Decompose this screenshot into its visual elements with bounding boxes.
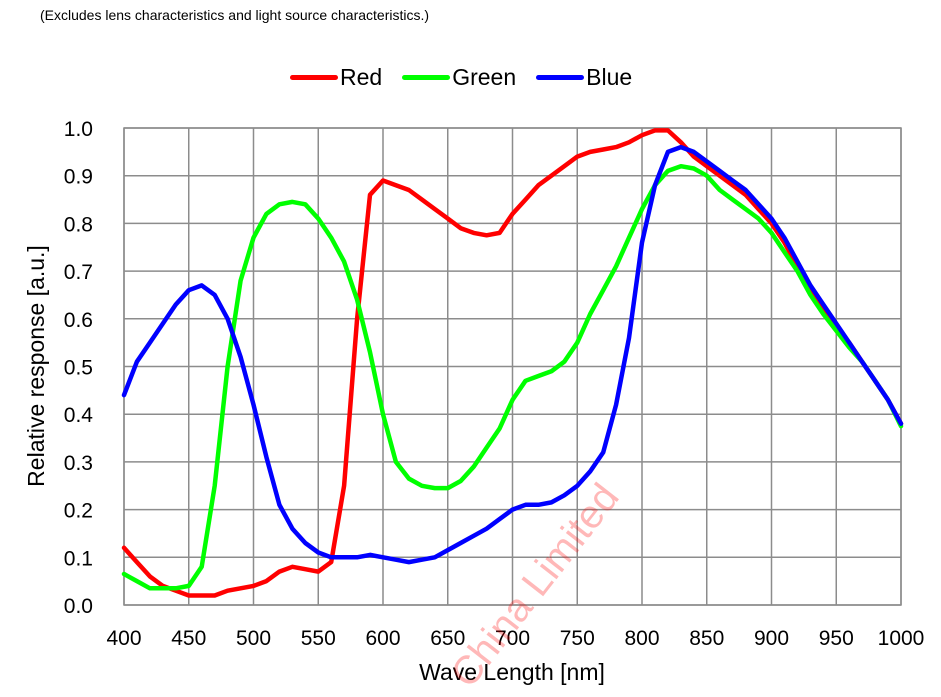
x-tick-label: 400: [106, 627, 141, 650]
x-tick-label: 800: [624, 627, 659, 650]
y-tick-label: 0.4: [64, 404, 94, 427]
x-tick-label: 600: [365, 627, 400, 650]
y-tick-label: 1.0: [64, 118, 93, 141]
x-tick-label: 1000: [878, 627, 925, 650]
y-tick-label: 0.9: [64, 166, 93, 189]
series-line-green: [121, 163, 904, 591]
legend-label-red: Red: [340, 64, 383, 90]
legend-label-green: Green: [452, 64, 517, 90]
x-tick-label: 450: [171, 627, 206, 650]
y-tick-label: 0.7: [64, 261, 93, 284]
x-tick-label: 650: [430, 627, 465, 650]
x-tick-label: 750: [560, 627, 595, 650]
y-tick-label: 0.3: [64, 452, 93, 475]
x-tick-label: 700: [495, 627, 530, 650]
x-tick-label: 850: [689, 627, 724, 650]
chart-note: (Excludes lens characteristics and light…: [40, 7, 430, 23]
legend-item-blue: Blue: [536, 64, 632, 91]
legend-swatch-green: [402, 75, 451, 80]
plot-grid: [123, 127, 902, 606]
legend-swatch-red: [290, 75, 338, 80]
y-axis-ticks: 0.0 0.1 0.2 0.3 0.4 0.5 0.6 0.7 0.8 0.9 1.0: [64, 118, 94, 618]
chart-legend: Red Green Blue: [290, 64, 652, 91]
legend-item-red: Red: [290, 64, 382, 91]
y-axis-title: Relative response [a.u.]: [23, 245, 49, 487]
x-tick-label: 900: [754, 627, 789, 650]
y-tick-label: 0.2: [64, 500, 93, 523]
y-tick-label: 0.5: [64, 357, 93, 380]
series-line-blue: [121, 144, 904, 565]
x-axis-title: Wave Length [nm]: [419, 659, 605, 685]
plot-series: [121, 128, 904, 598]
plot-border: [123, 127, 902, 606]
legend-item-green: Green: [402, 64, 516, 91]
y-tick-label: 0.6: [64, 309, 93, 332]
x-tick-label: 500: [236, 627, 271, 650]
legend-label-blue: Blue: [586, 64, 633, 90]
y-tick-label: 0.8: [64, 213, 93, 236]
y-tick-label: 0.0: [64, 595, 93, 618]
x-tick-label: 550: [301, 627, 336, 650]
legend-swatch-blue: [536, 75, 585, 80]
x-axis-ticks: 400 450 500 550 600 650 700 750 800 850 900 950 1000: [106, 627, 924, 650]
y-tick-label: 0.1: [64, 547, 93, 570]
series-line-red: [121, 128, 904, 598]
x-tick-label: 950: [819, 627, 854, 650]
